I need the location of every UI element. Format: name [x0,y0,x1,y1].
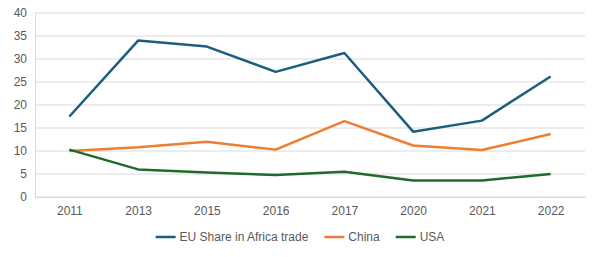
y-tick-label: 30 [14,52,28,66]
chart: 0 5 10 15 20 25 30 35 40 2011 2013 2015 2016 2017 2020… [0,0,600,257]
grid-line [35,151,585,152]
x-tick: 2013 [125,197,152,218]
y-tick-label: 35 [14,29,28,43]
y-tick: 0 [20,190,35,204]
legend-label: USA [420,230,445,244]
y-tick: 35 [14,29,35,43]
x-tick-label: 2021 [469,204,496,218]
legend: EU Share in Africa trade China USA [156,230,445,244]
legend-item: China [324,230,380,244]
y-tick: 15 [14,121,35,135]
legend-item: USA [396,230,445,244]
x-tick: 2015 [194,197,221,218]
grid-line [35,128,585,129]
x-tick: 2022 [538,197,565,218]
x-axis: 2011 2013 2015 2016 2017 2020 2021 2022 [36,197,586,218]
y-axis-line [35,14,36,198]
legend-swatch [396,236,416,239]
x-tick: 2020 [400,197,427,218]
y-tick: 25 [14,75,35,89]
x-tick: 2016 [263,197,290,218]
y-tick-label: 20 [14,98,28,112]
y-tick: 10 [14,144,35,158]
legend-label: EU Share in Africa trade [180,230,309,244]
legend-item: EU Share in Africa trade [156,230,309,244]
legend-swatch [156,236,176,239]
grid-line [35,82,585,83]
legend-label: China [348,230,380,244]
x-tick-label: 2016 [263,204,290,218]
y-tick-label: 25 [14,75,28,89]
y-tick-label: 0 [20,190,27,204]
x-axis-line [36,197,586,198]
y-tick-label: 40 [14,6,28,20]
y-tick-label: 5 [20,167,27,181]
x-tick-label: 2015 [194,204,221,218]
series-line [69,41,550,132]
y-tick: 40 [14,6,35,20]
series-line [69,121,550,151]
x-tick-label: 2017 [332,204,359,218]
y-tick: 30 [14,52,35,66]
grid-line [35,59,585,60]
series-line [69,150,550,181]
x-tick: 2017 [332,197,359,218]
grid-line [35,197,585,198]
y-axis: 0 5 10 15 20 25 30 35 40 [14,6,36,204]
x-tick: 2011 [57,197,83,218]
x-tick: 2021 [469,197,496,218]
y-tick-label: 10 [14,144,28,158]
legend-swatch [324,236,344,239]
x-tick-label: 2013 [125,204,152,218]
y-tick: 20 [14,98,35,112]
x-tick-label: 2020 [400,204,427,218]
y-tick: 5 [20,167,35,181]
grid-line [35,13,585,14]
x-tick-label: 2011 [57,204,83,218]
y-tick-label: 15 [14,121,28,135]
x-tick-label: 2022 [538,204,565,218]
grid-line [35,36,585,37]
grid-line [35,105,585,106]
grid [35,13,585,197]
plot-area [69,41,550,181]
